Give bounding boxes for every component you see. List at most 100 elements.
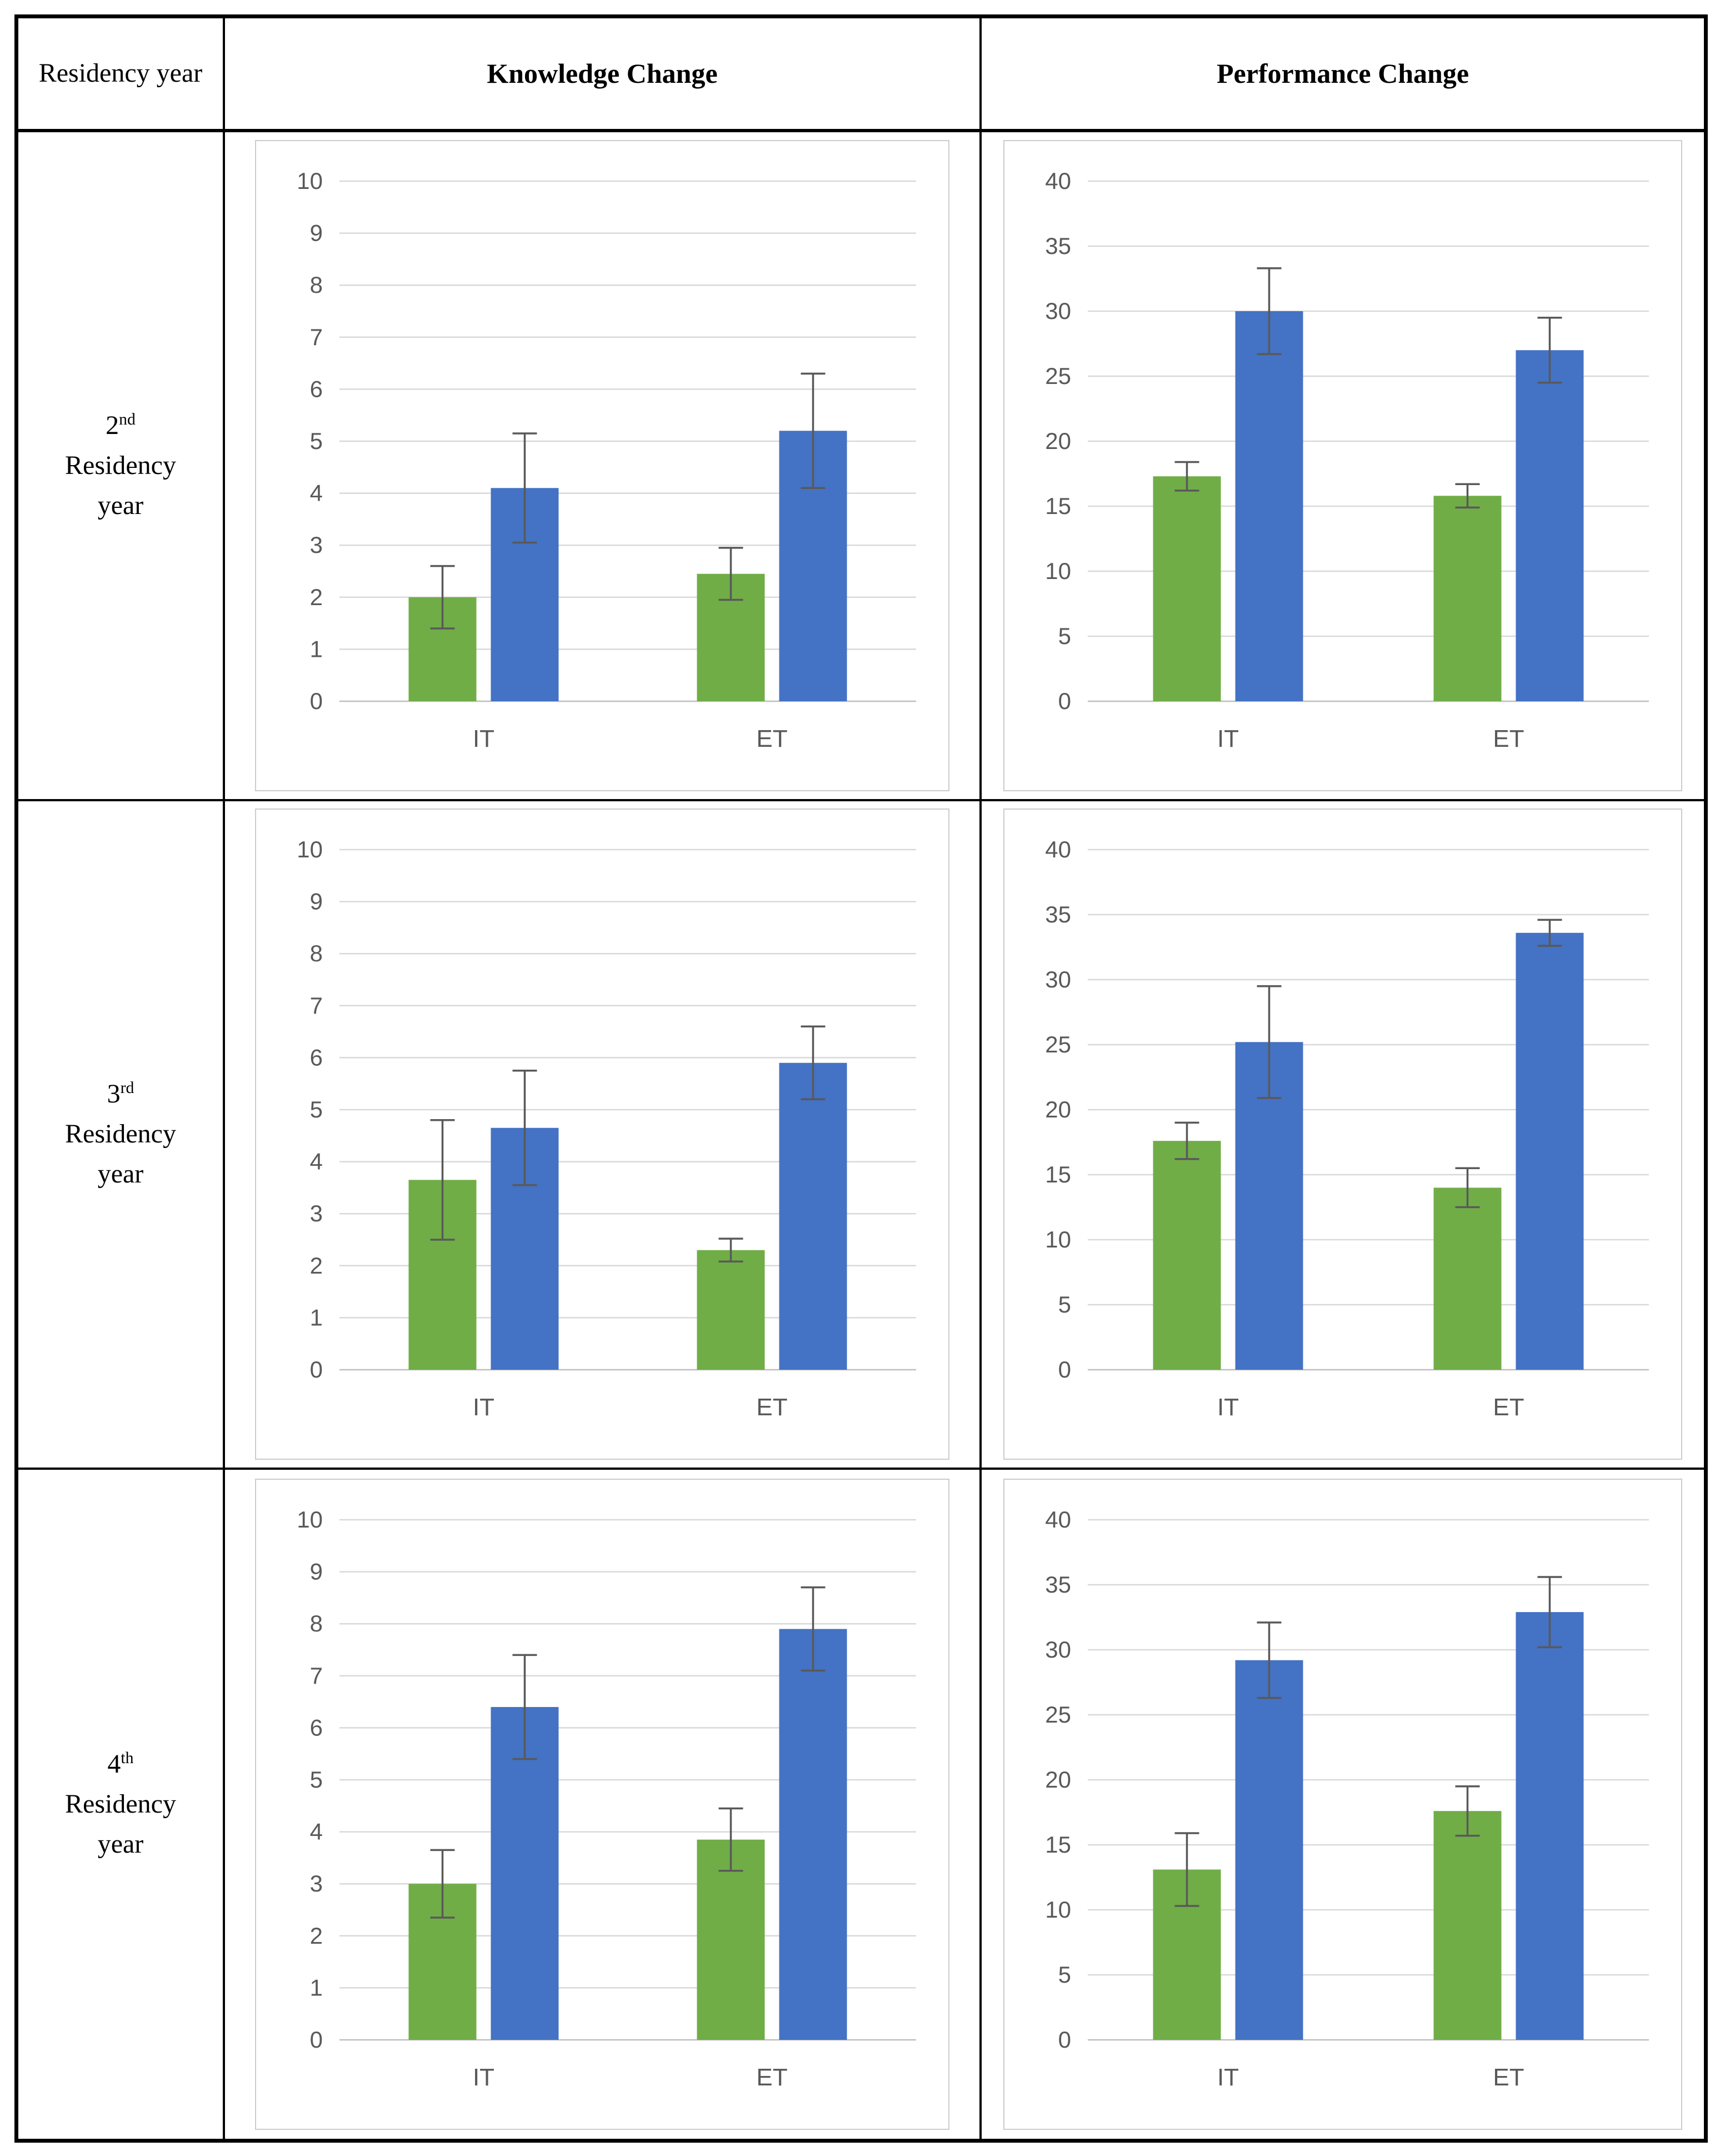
- performance-change-title: Performance Change: [1216, 57, 1469, 89]
- bar-ET-blue-series: [1516, 350, 1584, 701]
- error-bar-ET-blue-series: [1537, 316, 1562, 384]
- error-bar-IT-blue-series: [512, 432, 537, 544]
- y-tick-label: 1: [310, 1305, 323, 1331]
- bar-chart-svg: 0 1 2 3 4 5 6 7 8 9 10 IT ET: [297, 1506, 916, 2091]
- bar-ET-green-series: [697, 1250, 765, 1370]
- x-category-label: IT: [473, 725, 494, 752]
- y-tick-label: 0: [1058, 688, 1071, 714]
- chart-cell-knowledge-4th: 0 1 2 3 4 5 6 7 8 9 10 IT ET: [225, 1470, 982, 2139]
- chart-cell-performance-3rd: 0 5 10 15 20 25 30 35 40 IT ET: [982, 801, 1704, 1470]
- error-bar-IT-green-series: [430, 565, 455, 630]
- bar-ET-green-series: [1433, 496, 1502, 701]
- knowledge-change-title: Knowledge Change: [487, 57, 718, 89]
- bar-IT-blue-series: [491, 1707, 559, 2040]
- row-label-4th: 4th Residency year: [65, 1749, 176, 1859]
- y-tick-label: 0: [1058, 2027, 1071, 2053]
- y-tick-label: 9: [310, 1559, 323, 1585]
- y-tick-label: 5: [1058, 1291, 1071, 1317]
- chart-performance-2nd-year: 0 5 10 15 20 25 30 35 40 IT ET: [1003, 139, 1682, 791]
- bar-chart-svg: 0 5 10 15 20 25 30 35 40 IT ET: [1045, 168, 1649, 752]
- error-bar-IT-green-series: [1174, 1832, 1199, 1907]
- chart-cell-knowledge-2nd: 0 1 2 3 4 5 6 7 8 9 10 IT ET: [225, 132, 982, 801]
- x-category-label: ET: [1493, 2064, 1524, 2091]
- error-bar-IT-green-series: [430, 1119, 455, 1241]
- row-label-cell-4th: 4th Residency year: [18, 1470, 225, 2139]
- y-tick-label: 5: [1058, 623, 1071, 649]
- y-tick-label: 4: [310, 1819, 323, 1845]
- y-tick-label: 6: [310, 1715, 323, 1741]
- x-category-label: ET: [1493, 1394, 1524, 1421]
- error-bar-ET-green-series: [1455, 1167, 1480, 1209]
- y-tick-label: 30: [1045, 966, 1071, 992]
- y-tick-label: 5: [310, 1766, 323, 1793]
- error-bar-IT-blue-series: [1257, 267, 1282, 355]
- error-bar-ET-green-series: [718, 1807, 743, 1872]
- error-bar-IT-blue-series: [1257, 1621, 1282, 1699]
- bar-ET-green-series: [1433, 1187, 1502, 1370]
- x-category-label: IT: [1217, 2064, 1239, 2091]
- y-tick-label: 25: [1045, 1701, 1071, 1728]
- error-bar-IT-green-series: [1174, 1122, 1199, 1161]
- header-cell-performance-change: Performance Change: [982, 18, 1704, 132]
- error-bar-ET-green-series: [1455, 483, 1480, 508]
- y-tick-label: 30: [1045, 1636, 1071, 1663]
- error-bar-ET-blue-series: [1537, 919, 1562, 947]
- y-tick-label: 3: [310, 1201, 323, 1227]
- residency-year-header: Residency year: [38, 58, 203, 88]
- y-tick-label: 40: [1045, 1506, 1071, 1533]
- chart-knowledge-2nd-year: 0 1 2 3 4 5 6 7 8 9 10 IT ET: [255, 139, 949, 791]
- bar-ET-blue-series: [779, 1629, 847, 2040]
- y-tick-label: 0: [1058, 1356, 1071, 1383]
- chart-cell-performance-4th: 0 5 10 15 20 25 30 35 40 IT ET: [982, 1470, 1704, 2139]
- bar-IT-blue-series: [1235, 311, 1303, 701]
- row-label-cell-3rd: 3rd Residency year: [18, 801, 225, 1470]
- y-tick-label: 10: [1045, 1897, 1071, 1923]
- y-tick-label: 3: [310, 1870, 323, 1897]
- x-category-label: IT: [473, 2064, 494, 2091]
- error-bar-IT-blue-series: [1257, 985, 1282, 1100]
- y-tick-label: 20: [1045, 428, 1071, 454]
- y-tick-label: 8: [310, 941, 323, 967]
- x-category-label: ET: [756, 1394, 787, 1421]
- header-cell-knowledge-change: Knowledge Change: [225, 18, 982, 132]
- chart-knowledge-3rd-year: 0 1 2 3 4 5 6 7 8 9 10 IT ET: [255, 808, 949, 1460]
- figure-table: Residency year Knowledge Change Performa…: [14, 14, 1708, 2143]
- chart-cell-performance-2nd: 0 5 10 15 20 25 30 35 40 IT ET: [982, 132, 1704, 801]
- error-bar-ET-green-series: [1455, 1785, 1480, 1837]
- y-tick-label: 5: [310, 428, 323, 454]
- x-category-label: IT: [1217, 1394, 1239, 1421]
- y-tick-label: 20: [1045, 1766, 1071, 1793]
- chart-cell-knowledge-3rd: 0 1 2 3 4 5 6 7 8 9 10 IT ET: [225, 801, 982, 1470]
- bar-ET-green-series: [697, 1839, 765, 2040]
- x-category-label: ET: [756, 2064, 787, 2091]
- bar-ET-blue-series: [779, 1063, 847, 1370]
- row-label-3rd: 3rd Residency year: [65, 1079, 176, 1189]
- y-tick-label: 10: [297, 168, 323, 194]
- row-label-cell-2nd: 2nd Residency year: [18, 132, 225, 801]
- y-tick-label: 15: [1045, 493, 1071, 519]
- chart-performance-4th-year: 0 5 10 15 20 25 30 35 40 IT ET: [1003, 1479, 1682, 2130]
- bar-IT-blue-series: [1235, 1660, 1303, 2040]
- x-category-label: ET: [1493, 725, 1524, 752]
- bar-ET-blue-series: [1516, 1612, 1584, 2040]
- error-bar-IT-blue-series: [512, 1070, 537, 1186]
- y-tick-label: 9: [310, 889, 323, 915]
- x-category-label: IT: [473, 1394, 494, 1421]
- y-tick-label: 10: [297, 836, 323, 862]
- y-tick-label: 2: [310, 584, 323, 610]
- y-tick-label: 1: [310, 1975, 323, 2001]
- y-tick-label: 4: [310, 1149, 323, 1175]
- y-tick-label: 7: [310, 992, 323, 1019]
- y-tick-label: 0: [310, 2027, 323, 2053]
- error-bar-ET-blue-series: [801, 1586, 826, 1672]
- y-tick-label: 10: [1045, 558, 1071, 584]
- y-tick-label: 1: [310, 636, 323, 662]
- error-bar-IT-green-series: [1174, 461, 1199, 492]
- y-tick-label: 35: [1045, 901, 1071, 927]
- y-tick-label: 7: [310, 324, 323, 350]
- y-tick-label: 6: [310, 1045, 323, 1071]
- y-tick-label: 40: [1045, 836, 1071, 862]
- bar-chart-svg: 0 1 2 3 4 5 6 7 8 9 10 IT ET: [297, 836, 916, 1421]
- y-tick-label: 25: [1045, 363, 1071, 389]
- bar-IT-green-series: [1153, 1141, 1221, 1370]
